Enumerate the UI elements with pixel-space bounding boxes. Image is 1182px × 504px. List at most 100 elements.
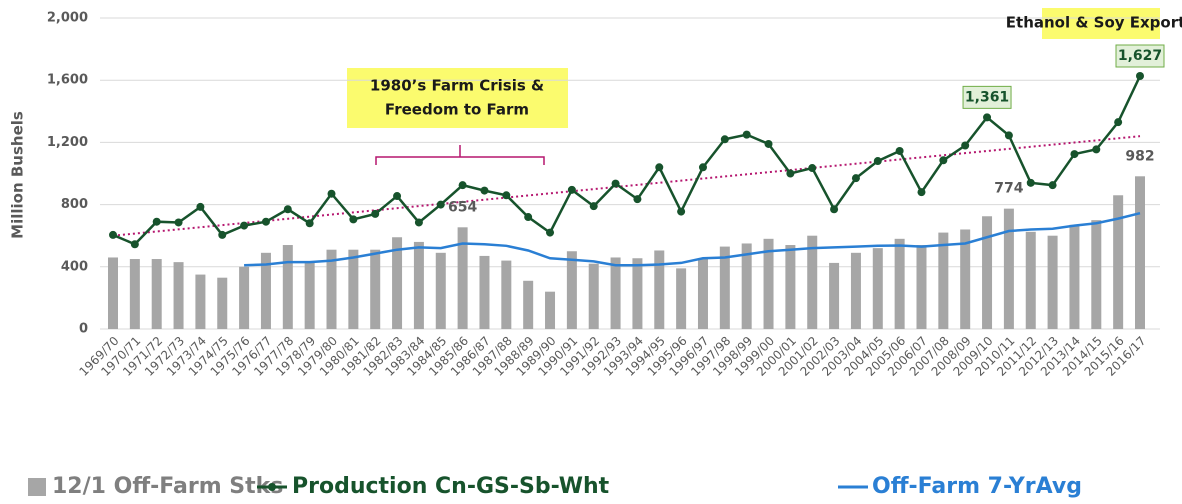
bar <box>151 259 162 329</box>
marker <box>917 188 926 197</box>
marker <box>720 135 729 144</box>
marker <box>983 113 992 122</box>
bar <box>610 257 621 329</box>
y-tick-label: 800 <box>61 197 88 212</box>
marker <box>1070 150 1079 159</box>
bar <box>129 259 140 329</box>
y-tick-label: 1,200 <box>47 135 88 150</box>
bar <box>370 249 381 329</box>
bar <box>1091 220 1102 329</box>
marker <box>655 163 664 172</box>
bar <box>545 291 556 329</box>
bar <box>632 258 643 329</box>
marker <box>786 169 795 178</box>
annotation-box <box>1042 8 1160 39</box>
data-label: 1,361 <box>965 89 1009 105</box>
marker <box>240 221 249 230</box>
bar <box>435 252 446 329</box>
marker <box>502 191 511 200</box>
marker <box>961 141 970 150</box>
bar <box>217 277 228 329</box>
marker <box>393 192 402 201</box>
legend-label: Off-Farm 7-YrAvg <box>872 474 1082 499</box>
bar <box>1113 195 1124 329</box>
y-tick-label: 2,000 <box>47 11 88 26</box>
data-label: 654 <box>448 199 477 215</box>
marker <box>1048 181 1057 190</box>
marker <box>808 164 817 173</box>
marker <box>567 185 576 194</box>
bar <box>916 245 927 329</box>
bar <box>697 259 708 329</box>
marker <box>1136 72 1144 81</box>
bar <box>260 252 271 329</box>
bar <box>719 246 730 329</box>
bar <box>1025 231 1036 329</box>
legend-label: 12/1 Off-Farm Stks <box>52 474 283 499</box>
y-tick-label: 0 <box>79 322 88 337</box>
bracket <box>375 145 545 165</box>
bar <box>894 238 905 329</box>
marker <box>1004 131 1013 140</box>
marker <box>480 186 489 195</box>
marker <box>830 205 839 214</box>
marker <box>174 218 183 227</box>
marker <box>611 179 620 188</box>
bar <box>108 257 118 329</box>
bar <box>413 241 424 329</box>
data-label-box <box>962 85 1012 109</box>
marker <box>349 215 358 224</box>
marker <box>851 174 860 183</box>
marker <box>633 195 642 204</box>
marker <box>261 217 270 226</box>
marker <box>130 240 139 249</box>
bar <box>479 255 490 329</box>
bar <box>173 262 184 329</box>
bar <box>785 245 796 329</box>
legend-swatch <box>268 483 276 491</box>
bar <box>676 268 687 329</box>
line <box>244 211 1141 267</box>
bar <box>195 274 206 329</box>
marker <box>764 139 773 148</box>
marker <box>327 189 336 198</box>
bar <box>501 260 512 329</box>
marker <box>283 205 292 214</box>
data-label: 982 <box>1125 148 1154 164</box>
annotation: 1980’s Farm Crisis & <box>370 77 544 95</box>
bar <box>326 249 337 329</box>
bar <box>523 280 534 329</box>
marker <box>677 207 686 216</box>
bar <box>457 227 468 329</box>
data-label: 774 <box>994 181 1023 197</box>
bar <box>1003 208 1014 329</box>
bar <box>348 249 359 329</box>
annotation-box <box>347 68 568 128</box>
marker <box>939 156 948 165</box>
y-tick-label: 1,600 <box>47 73 88 88</box>
marker <box>873 157 882 166</box>
marker <box>458 181 467 190</box>
data-label-box <box>1115 44 1165 68</box>
y-axis-label: Million Bushels <box>9 111 27 239</box>
bar <box>960 229 971 329</box>
bar <box>239 266 250 329</box>
bar <box>829 262 840 329</box>
bar <box>807 235 818 329</box>
bar <box>1047 235 1058 329</box>
bar <box>588 263 599 329</box>
bar <box>741 243 752 329</box>
marker <box>589 202 598 211</box>
y-tick-label: 400 <box>61 259 88 274</box>
bar <box>850 252 861 329</box>
marker <box>305 219 314 228</box>
bar <box>304 262 315 329</box>
annotation: Freedom to Farm <box>385 101 529 119</box>
bar <box>763 238 774 329</box>
annotation: Ethanol & Soy Exports <box>1006 14 1182 32</box>
bar <box>872 248 883 329</box>
legend-swatch <box>28 478 46 496</box>
marker <box>218 230 227 239</box>
marker <box>109 230 117 239</box>
